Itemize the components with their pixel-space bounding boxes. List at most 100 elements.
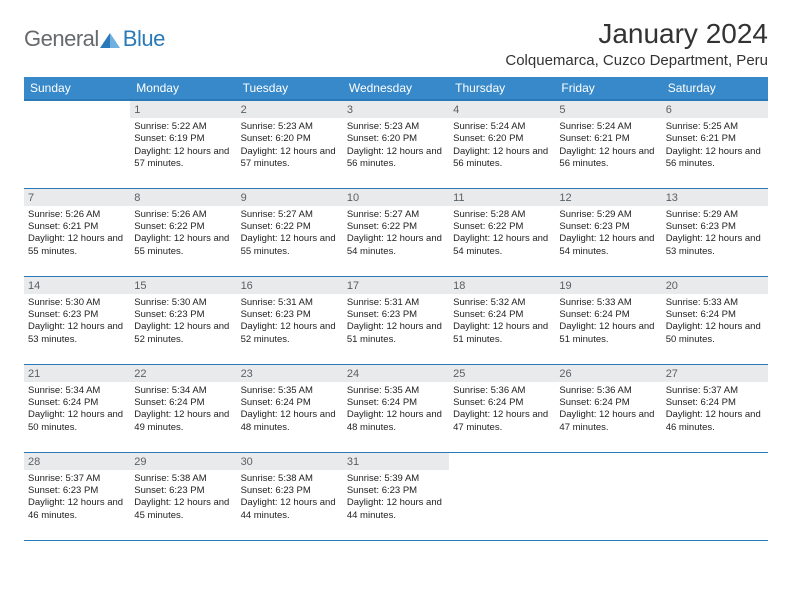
day-number: [662, 453, 768, 470]
calendar-cell: 6Sunrise: 5:25 AMSunset: 6:21 PMDaylight…: [662, 100, 768, 188]
day-number: 7: [24, 189, 130, 206]
day-details: Sunrise: 5:24 AMSunset: 6:20 PMDaylight:…: [449, 118, 555, 174]
day-number: 15: [130, 277, 236, 294]
day-number: 19: [555, 277, 661, 294]
day-number: 16: [237, 277, 343, 294]
day-number: 11: [449, 189, 555, 206]
calendar-cell: 14Sunrise: 5:30 AMSunset: 6:23 PMDayligh…: [24, 276, 130, 364]
calendar-cell: 7Sunrise: 5:26 AMSunset: 6:21 PMDaylight…: [24, 188, 130, 276]
day-number: 10: [343, 189, 449, 206]
day-details: Sunrise: 5:26 AMSunset: 6:22 PMDaylight:…: [130, 206, 236, 262]
calendar-cell: 23Sunrise: 5:35 AMSunset: 6:24 PMDayligh…: [237, 364, 343, 452]
day-number: 4: [449, 101, 555, 118]
calendar-cell: [555, 452, 661, 540]
day-details: Sunrise: 5:30 AMSunset: 6:23 PMDaylight:…: [130, 294, 236, 350]
month-title: January 2024: [505, 18, 768, 50]
day-number: 21: [24, 365, 130, 382]
calendar-cell: 22Sunrise: 5:34 AMSunset: 6:24 PMDayligh…: [130, 364, 236, 452]
calendar-cell: 16Sunrise: 5:31 AMSunset: 6:23 PMDayligh…: [237, 276, 343, 364]
day-number: 9: [237, 189, 343, 206]
day-header: Thursday: [449, 77, 555, 100]
calendar-cell: 25Sunrise: 5:36 AMSunset: 6:24 PMDayligh…: [449, 364, 555, 452]
calendar-cell: 4Sunrise: 5:24 AMSunset: 6:20 PMDaylight…: [449, 100, 555, 188]
day-details: Sunrise: 5:26 AMSunset: 6:21 PMDaylight:…: [24, 206, 130, 262]
calendar-cell: 10Sunrise: 5:27 AMSunset: 6:22 PMDayligh…: [343, 188, 449, 276]
calendar-cell: 3Sunrise: 5:23 AMSunset: 6:20 PMDaylight…: [343, 100, 449, 188]
day-details: Sunrise: 5:37 AMSunset: 6:23 PMDaylight:…: [24, 470, 130, 526]
day-header: Wednesday: [343, 77, 449, 100]
day-details: Sunrise: 5:31 AMSunset: 6:23 PMDaylight:…: [237, 294, 343, 350]
day-details: Sunrise: 5:39 AMSunset: 6:23 PMDaylight:…: [343, 470, 449, 526]
day-details: Sunrise: 5:33 AMSunset: 6:24 PMDaylight:…: [662, 294, 768, 350]
brand-part1: General: [24, 26, 99, 52]
day-number: 23: [237, 365, 343, 382]
day-number: 18: [449, 277, 555, 294]
day-details: Sunrise: 5:38 AMSunset: 6:23 PMDaylight:…: [130, 470, 236, 526]
calendar-cell: 20Sunrise: 5:33 AMSunset: 6:24 PMDayligh…: [662, 276, 768, 364]
calendar-week-row: 21Sunrise: 5:34 AMSunset: 6:24 PMDayligh…: [24, 364, 768, 452]
day-number: 6: [662, 101, 768, 118]
brand-part2: Blue: [123, 26, 165, 52]
day-number: 8: [130, 189, 236, 206]
calendar-cell: 28Sunrise: 5:37 AMSunset: 6:23 PMDayligh…: [24, 452, 130, 540]
day-details: Sunrise: 5:34 AMSunset: 6:24 PMDaylight:…: [24, 382, 130, 438]
day-details: Sunrise: 5:36 AMSunset: 6:24 PMDaylight:…: [449, 382, 555, 438]
day-number: 12: [555, 189, 661, 206]
calendar-cell: 12Sunrise: 5:29 AMSunset: 6:23 PMDayligh…: [555, 188, 661, 276]
calendar-cell: [24, 100, 130, 188]
calendar-cell: 5Sunrise: 5:24 AMSunset: 6:21 PMDaylight…: [555, 100, 661, 188]
calendar-cell: [449, 452, 555, 540]
calendar-cell: 27Sunrise: 5:37 AMSunset: 6:24 PMDayligh…: [662, 364, 768, 452]
day-number: 28: [24, 453, 130, 470]
calendar-table: SundayMondayTuesdayWednesdayThursdayFrid…: [24, 77, 768, 541]
calendar-cell: 21Sunrise: 5:34 AMSunset: 6:24 PMDayligh…: [24, 364, 130, 452]
day-number: 13: [662, 189, 768, 206]
calendar-week-row: 14Sunrise: 5:30 AMSunset: 6:23 PMDayligh…: [24, 276, 768, 364]
calendar-cell: 18Sunrise: 5:32 AMSunset: 6:24 PMDayligh…: [449, 276, 555, 364]
day-number: 1: [130, 101, 236, 118]
title-block: January 2024 Colquemarca, Cuzco Departme…: [505, 18, 768, 69]
calendar-cell: 29Sunrise: 5:38 AMSunset: 6:23 PMDayligh…: [130, 452, 236, 540]
day-details: Sunrise: 5:36 AMSunset: 6:24 PMDaylight:…: [555, 382, 661, 438]
calendar-week-row: 7Sunrise: 5:26 AMSunset: 6:21 PMDaylight…: [24, 188, 768, 276]
calendar-header-row: SundayMondayTuesdayWednesdayThursdayFrid…: [24, 77, 768, 100]
day-details: Sunrise: 5:24 AMSunset: 6:21 PMDaylight:…: [555, 118, 661, 174]
header: General Blue January 2024 Colquemarca, C…: [24, 18, 768, 69]
day-details: Sunrise: 5:35 AMSunset: 6:24 PMDaylight:…: [237, 382, 343, 438]
day-details: Sunrise: 5:37 AMSunset: 6:24 PMDaylight:…: [662, 382, 768, 438]
day-number: 24: [343, 365, 449, 382]
day-details: Sunrise: 5:33 AMSunset: 6:24 PMDaylight:…: [555, 294, 661, 350]
day-details: Sunrise: 5:32 AMSunset: 6:24 PMDaylight:…: [449, 294, 555, 350]
calendar-cell: 30Sunrise: 5:38 AMSunset: 6:23 PMDayligh…: [237, 452, 343, 540]
day-header: Monday: [130, 77, 236, 100]
day-number: 3: [343, 101, 449, 118]
day-number: 30: [237, 453, 343, 470]
day-details: Sunrise: 5:27 AMSunset: 6:22 PMDaylight:…: [343, 206, 449, 262]
brand-logo: General Blue: [24, 18, 165, 52]
calendar-cell: 15Sunrise: 5:30 AMSunset: 6:23 PMDayligh…: [130, 276, 236, 364]
calendar-week-row: 28Sunrise: 5:37 AMSunset: 6:23 PMDayligh…: [24, 452, 768, 540]
day-number: 20: [662, 277, 768, 294]
day-number: [24, 101, 130, 118]
calendar-cell: 8Sunrise: 5:26 AMSunset: 6:22 PMDaylight…: [130, 188, 236, 276]
day-number: 14: [24, 277, 130, 294]
day-header: Saturday: [662, 77, 768, 100]
calendar-cell: 13Sunrise: 5:29 AMSunset: 6:23 PMDayligh…: [662, 188, 768, 276]
day-number: 22: [130, 365, 236, 382]
day-number: 25: [449, 365, 555, 382]
calendar-cell: 9Sunrise: 5:27 AMSunset: 6:22 PMDaylight…: [237, 188, 343, 276]
day-number: 29: [130, 453, 236, 470]
location: Colquemarca, Cuzco Department, Peru: [505, 52, 768, 69]
day-header: Sunday: [24, 77, 130, 100]
day-number: 27: [662, 365, 768, 382]
calendar-cell: 24Sunrise: 5:35 AMSunset: 6:24 PMDayligh…: [343, 364, 449, 452]
day-number: [555, 453, 661, 470]
day-details: Sunrise: 5:22 AMSunset: 6:19 PMDaylight:…: [130, 118, 236, 174]
day-number: 5: [555, 101, 661, 118]
day-header: Tuesday: [237, 77, 343, 100]
calendar-cell: 19Sunrise: 5:33 AMSunset: 6:24 PMDayligh…: [555, 276, 661, 364]
day-number: 31: [343, 453, 449, 470]
day-details: Sunrise: 5:30 AMSunset: 6:23 PMDaylight:…: [24, 294, 130, 350]
day-number: [449, 453, 555, 470]
day-details: Sunrise: 5:23 AMSunset: 6:20 PMDaylight:…: [343, 118, 449, 174]
